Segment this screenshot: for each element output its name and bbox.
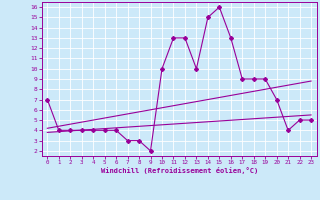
X-axis label: Windchill (Refroidissement éolien,°C): Windchill (Refroidissement éolien,°C): [100, 167, 258, 174]
